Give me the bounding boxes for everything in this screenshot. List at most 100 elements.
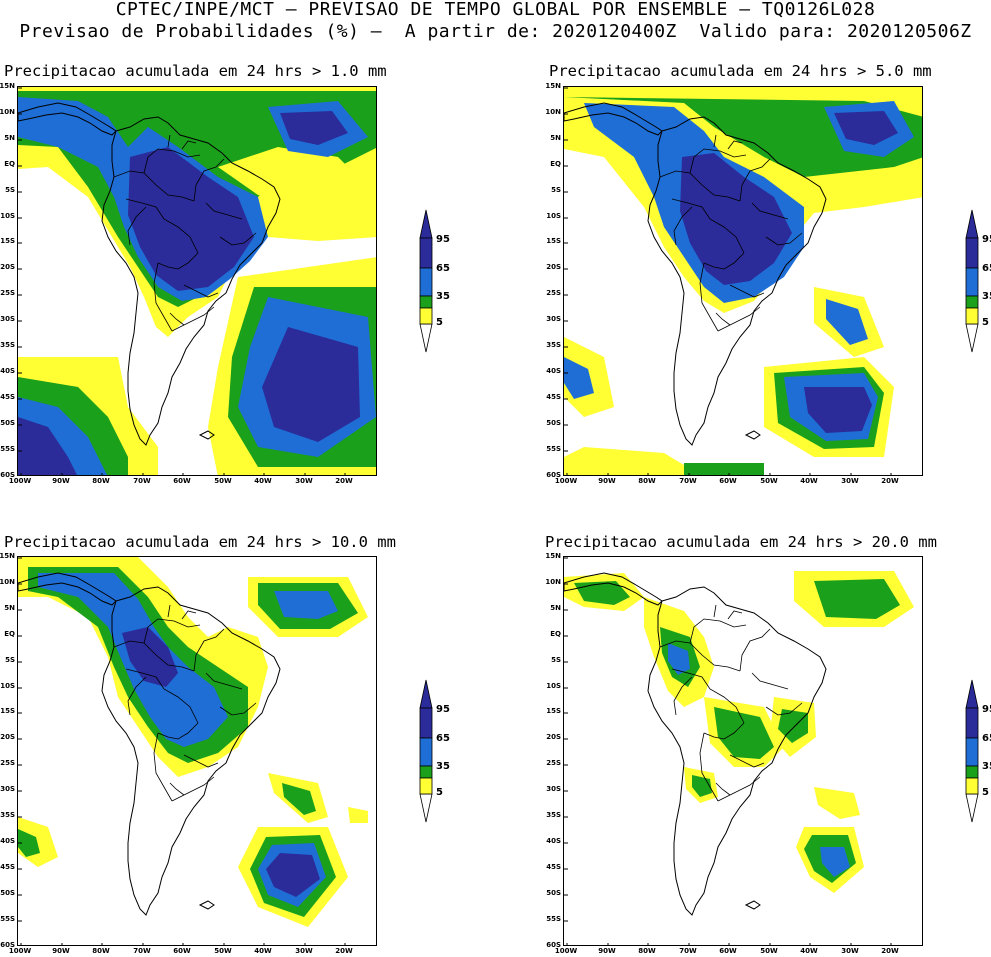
country-border xyxy=(113,170,195,202)
country-border xyxy=(751,202,789,220)
lat-label: 5N xyxy=(550,604,561,612)
lat-label: 10S xyxy=(546,682,561,690)
lat-label: 5N xyxy=(4,604,15,612)
country-border xyxy=(765,702,803,716)
country-border xyxy=(673,676,693,716)
lat-label: 25S xyxy=(0,759,15,767)
legend-cap-bottom xyxy=(965,793,979,823)
legend-swatch-95 xyxy=(419,237,433,269)
country-border xyxy=(125,198,199,254)
lat-label: 10S xyxy=(0,682,15,690)
lon-label: 80W xyxy=(638,477,656,485)
panel-1-legend: 95 65 35 5 xyxy=(418,208,488,358)
country-border xyxy=(699,732,719,802)
precip-prob-p5 xyxy=(564,447,701,475)
precip-prob-p95 xyxy=(804,387,872,433)
lat-label: 15S xyxy=(0,237,15,245)
lat-label: 20S xyxy=(0,733,15,741)
precip-map-svg xyxy=(18,87,376,475)
lat-label: 40S xyxy=(0,367,15,375)
lat-label: 15S xyxy=(546,237,561,245)
legend-value-65: 65 xyxy=(436,733,450,744)
lat-label: 10N xyxy=(545,108,561,116)
legend-swatch-65 xyxy=(965,267,979,297)
country-border xyxy=(703,722,745,740)
legend-swatch-5 xyxy=(965,307,979,325)
legend-value-5: 5 xyxy=(982,317,989,328)
country-border xyxy=(729,754,765,768)
lon-label: 50W xyxy=(214,477,232,485)
lat-label: 10S xyxy=(0,212,15,220)
legend-cap-bottom xyxy=(419,323,433,353)
lat-label: 35S xyxy=(0,341,15,349)
lon-label: 50W xyxy=(760,477,778,485)
lon-label: 20W xyxy=(335,947,353,955)
lon-label: 30W xyxy=(841,947,859,955)
lon-label: 20W xyxy=(881,477,899,485)
legend-value-35: 35 xyxy=(982,291,991,302)
lat-label: 40S xyxy=(546,837,561,845)
legend-value-95: 95 xyxy=(436,234,450,245)
lon-label: 100W xyxy=(554,477,578,485)
lat-label: 50S xyxy=(546,419,561,427)
legend-swatch-5 xyxy=(419,307,433,325)
lat-label: 35S xyxy=(546,811,561,819)
precip-map-svg xyxy=(564,87,922,475)
country-border xyxy=(153,262,173,332)
coastline xyxy=(101,116,281,446)
lat-label: 15N xyxy=(0,82,15,90)
country-border xyxy=(727,610,743,620)
legend-colorbar xyxy=(419,209,433,353)
legend-value-5: 5 xyxy=(982,787,989,798)
country-border xyxy=(659,170,741,202)
precip-prob-p95 xyxy=(266,853,320,897)
country-border xyxy=(125,668,199,724)
country-border xyxy=(715,312,731,326)
legend-colorbar xyxy=(965,679,979,823)
lon-label: 50W xyxy=(214,947,232,955)
lat-label: 60S xyxy=(0,941,15,949)
country-border xyxy=(739,158,771,202)
lon-label: 30W xyxy=(841,477,859,485)
lon-label: 100W xyxy=(8,477,32,485)
lon-label: 60W xyxy=(173,477,191,485)
country-border xyxy=(157,722,199,740)
country-border xyxy=(689,618,747,644)
lat-label: 55S xyxy=(0,915,15,923)
precip-prob-p5 xyxy=(218,147,368,207)
lat-label: 10S xyxy=(546,212,561,220)
legend-cap-top xyxy=(965,209,979,239)
lat-label: 25S xyxy=(546,289,561,297)
country-border xyxy=(193,628,225,672)
country-border xyxy=(659,640,741,672)
country-border xyxy=(219,232,257,246)
precip-prob-p65 xyxy=(820,847,850,877)
country-border xyxy=(127,676,147,716)
coastline xyxy=(647,116,827,446)
legend-value-65: 65 xyxy=(436,263,450,274)
panel-2-map xyxy=(563,86,923,476)
lon-label: 30W xyxy=(295,477,313,485)
lat-label: 55S xyxy=(0,445,15,453)
country-border xyxy=(765,232,803,246)
legend-swatch-65 xyxy=(419,267,433,297)
legend-swatch-95 xyxy=(965,237,979,269)
panel-4-map xyxy=(563,556,923,946)
precip-prob-p5 xyxy=(348,807,368,823)
lat-label: 40S xyxy=(546,367,561,375)
header-line-1: CPTEC/INPE/MCT – PREVISAO DE TEMPO GLOBA… xyxy=(115,0,876,20)
precip-map-svg xyxy=(564,557,914,945)
country-border xyxy=(193,158,225,202)
country-border xyxy=(171,306,215,332)
legend-value-5: 5 xyxy=(436,317,443,328)
country-border xyxy=(703,252,745,270)
lon-label: 50W xyxy=(760,947,778,955)
country-border xyxy=(127,206,147,246)
lat-label: 45S xyxy=(546,863,561,871)
legend-swatch-5 xyxy=(965,777,979,795)
panel-4-title: Precipitacao acumulada em 24 hrs > 20.0 … xyxy=(545,533,937,551)
legend-colorbar xyxy=(965,209,979,353)
country-border xyxy=(153,732,173,802)
lat-label: 50S xyxy=(0,419,15,427)
lat-label: 25S xyxy=(0,289,15,297)
